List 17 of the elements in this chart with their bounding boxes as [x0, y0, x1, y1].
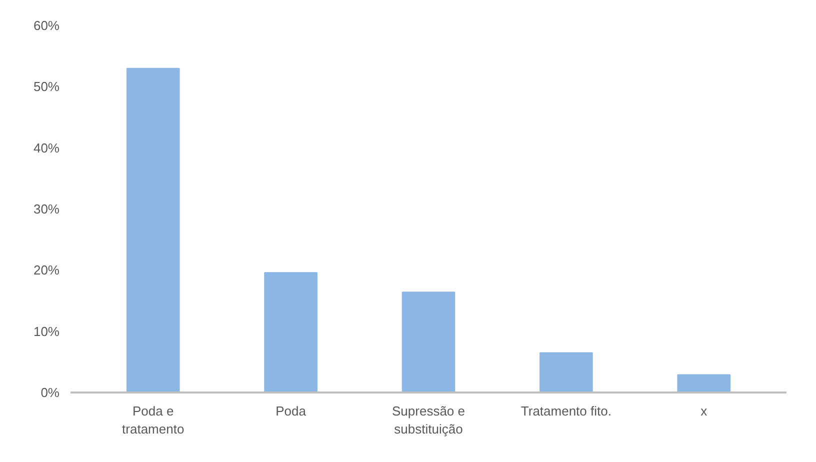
y-tick-label: 30% [33, 202, 60, 216]
bar [126, 68, 180, 392]
x-tick-label: Poda [276, 404, 307, 418]
x-tick-label: Poda e tratamento [122, 404, 184, 436]
x-tick-label: Tratamento fito. [520, 404, 612, 418]
y-tick-label: 0% [40, 385, 60, 400]
x-tick-label: Supressão e substituição [392, 404, 466, 436]
bar [264, 272, 318, 392]
y-tick-label: 10% [33, 324, 60, 339]
bar [540, 352, 593, 392]
bar [402, 292, 456, 392]
y-tick-label: 20% [33, 262, 60, 278]
y-tick-label: 60% [33, 18, 60, 33]
y-tick-label: 50% [33, 79, 60, 94]
x-tick-label: x [700, 404, 708, 418]
y-tick-label: 40% [33, 140, 60, 156]
bar [677, 374, 731, 392]
